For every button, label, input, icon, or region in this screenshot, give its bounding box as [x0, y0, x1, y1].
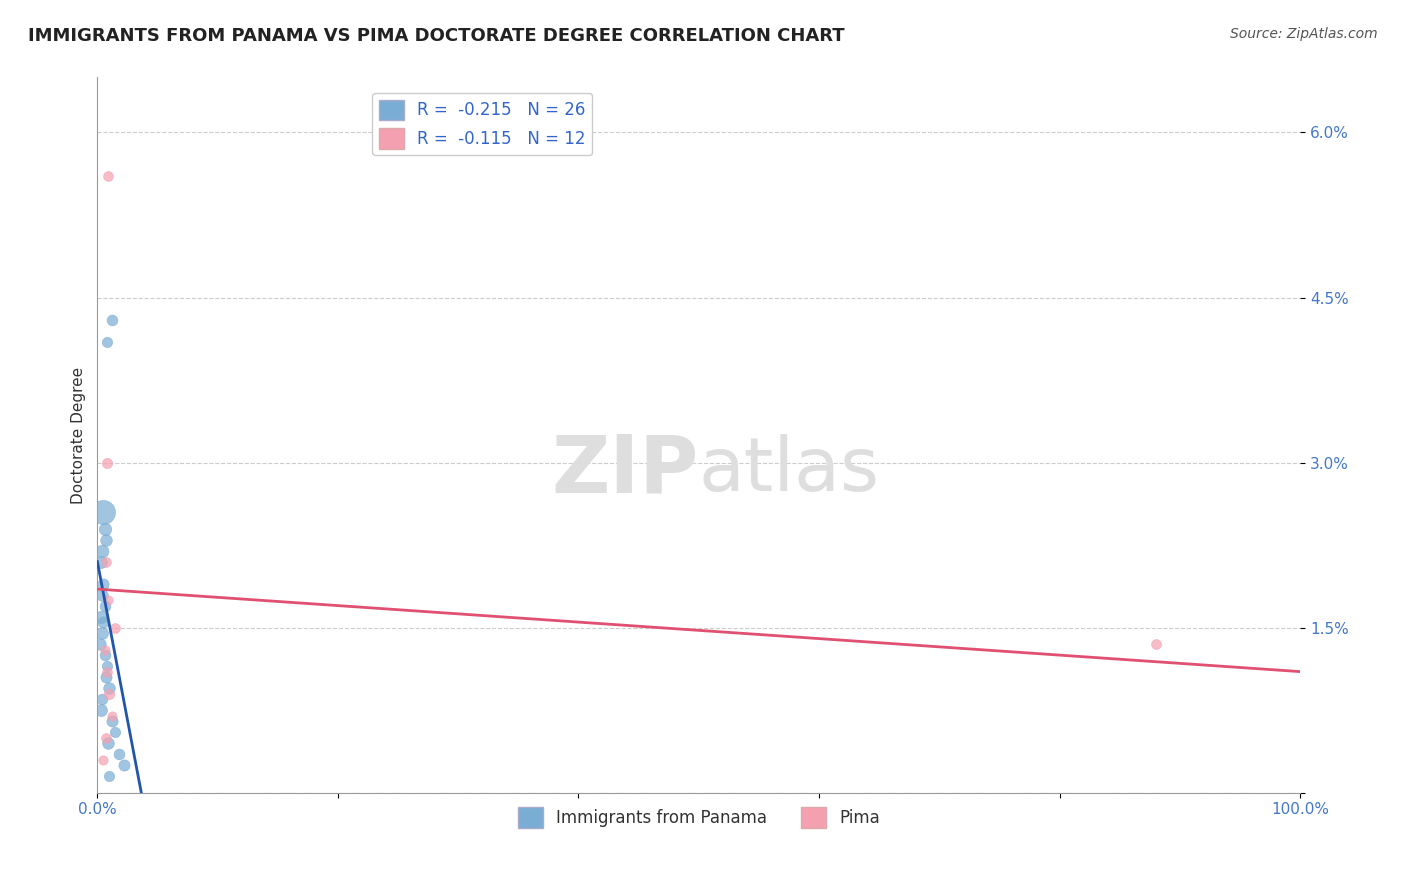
Point [1144, 637, 1167, 651]
Text: Source: ZipAtlas.com: Source: ZipAtlas.com [1230, 27, 1378, 41]
Point [101, 714, 124, 728]
Point [101, 708, 124, 723]
Point [93, 615, 115, 629]
Point [93, 522, 115, 536]
Point [97, 593, 120, 607]
Point [91, 543, 114, 558]
Point [94, 670, 117, 684]
Point [91, 692, 114, 706]
Point [90, 555, 112, 569]
Point [91, 588, 114, 602]
Point [93, 599, 115, 613]
Point [101, 312, 124, 326]
Point [94, 731, 117, 745]
Point [93, 648, 115, 662]
Point [93, 505, 115, 519]
Point [94, 533, 117, 547]
Point [90, 703, 112, 717]
Point [93, 753, 115, 767]
Point [96, 334, 118, 349]
Point [89, 637, 111, 651]
Legend: Immigrants from Panama, Pima: Immigrants from Panama, Pima [512, 801, 886, 834]
Point [93, 642, 115, 657]
Point [97, 169, 120, 184]
Point [97, 736, 120, 750]
Point [91, 626, 114, 640]
Point [98, 687, 121, 701]
Point [104, 725, 127, 739]
Point [104, 621, 127, 635]
Point [112, 758, 135, 772]
Text: atlas: atlas [699, 434, 880, 508]
Point [90, 609, 112, 624]
Text: ZIP: ZIP [551, 432, 699, 510]
Point [96, 456, 118, 470]
Text: IMMIGRANTS FROM PANAMA VS PIMA DOCTORATE DEGREE CORRELATION CHART: IMMIGRANTS FROM PANAMA VS PIMA DOCTORATE… [28, 27, 845, 45]
Point [98, 681, 121, 695]
Y-axis label: Doctorate Degree: Doctorate Degree [72, 367, 86, 504]
Point [98, 769, 121, 783]
Point [94, 555, 117, 569]
Point [93, 576, 115, 591]
Point [96, 665, 118, 679]
Point [108, 747, 131, 761]
Point [96, 659, 118, 673]
